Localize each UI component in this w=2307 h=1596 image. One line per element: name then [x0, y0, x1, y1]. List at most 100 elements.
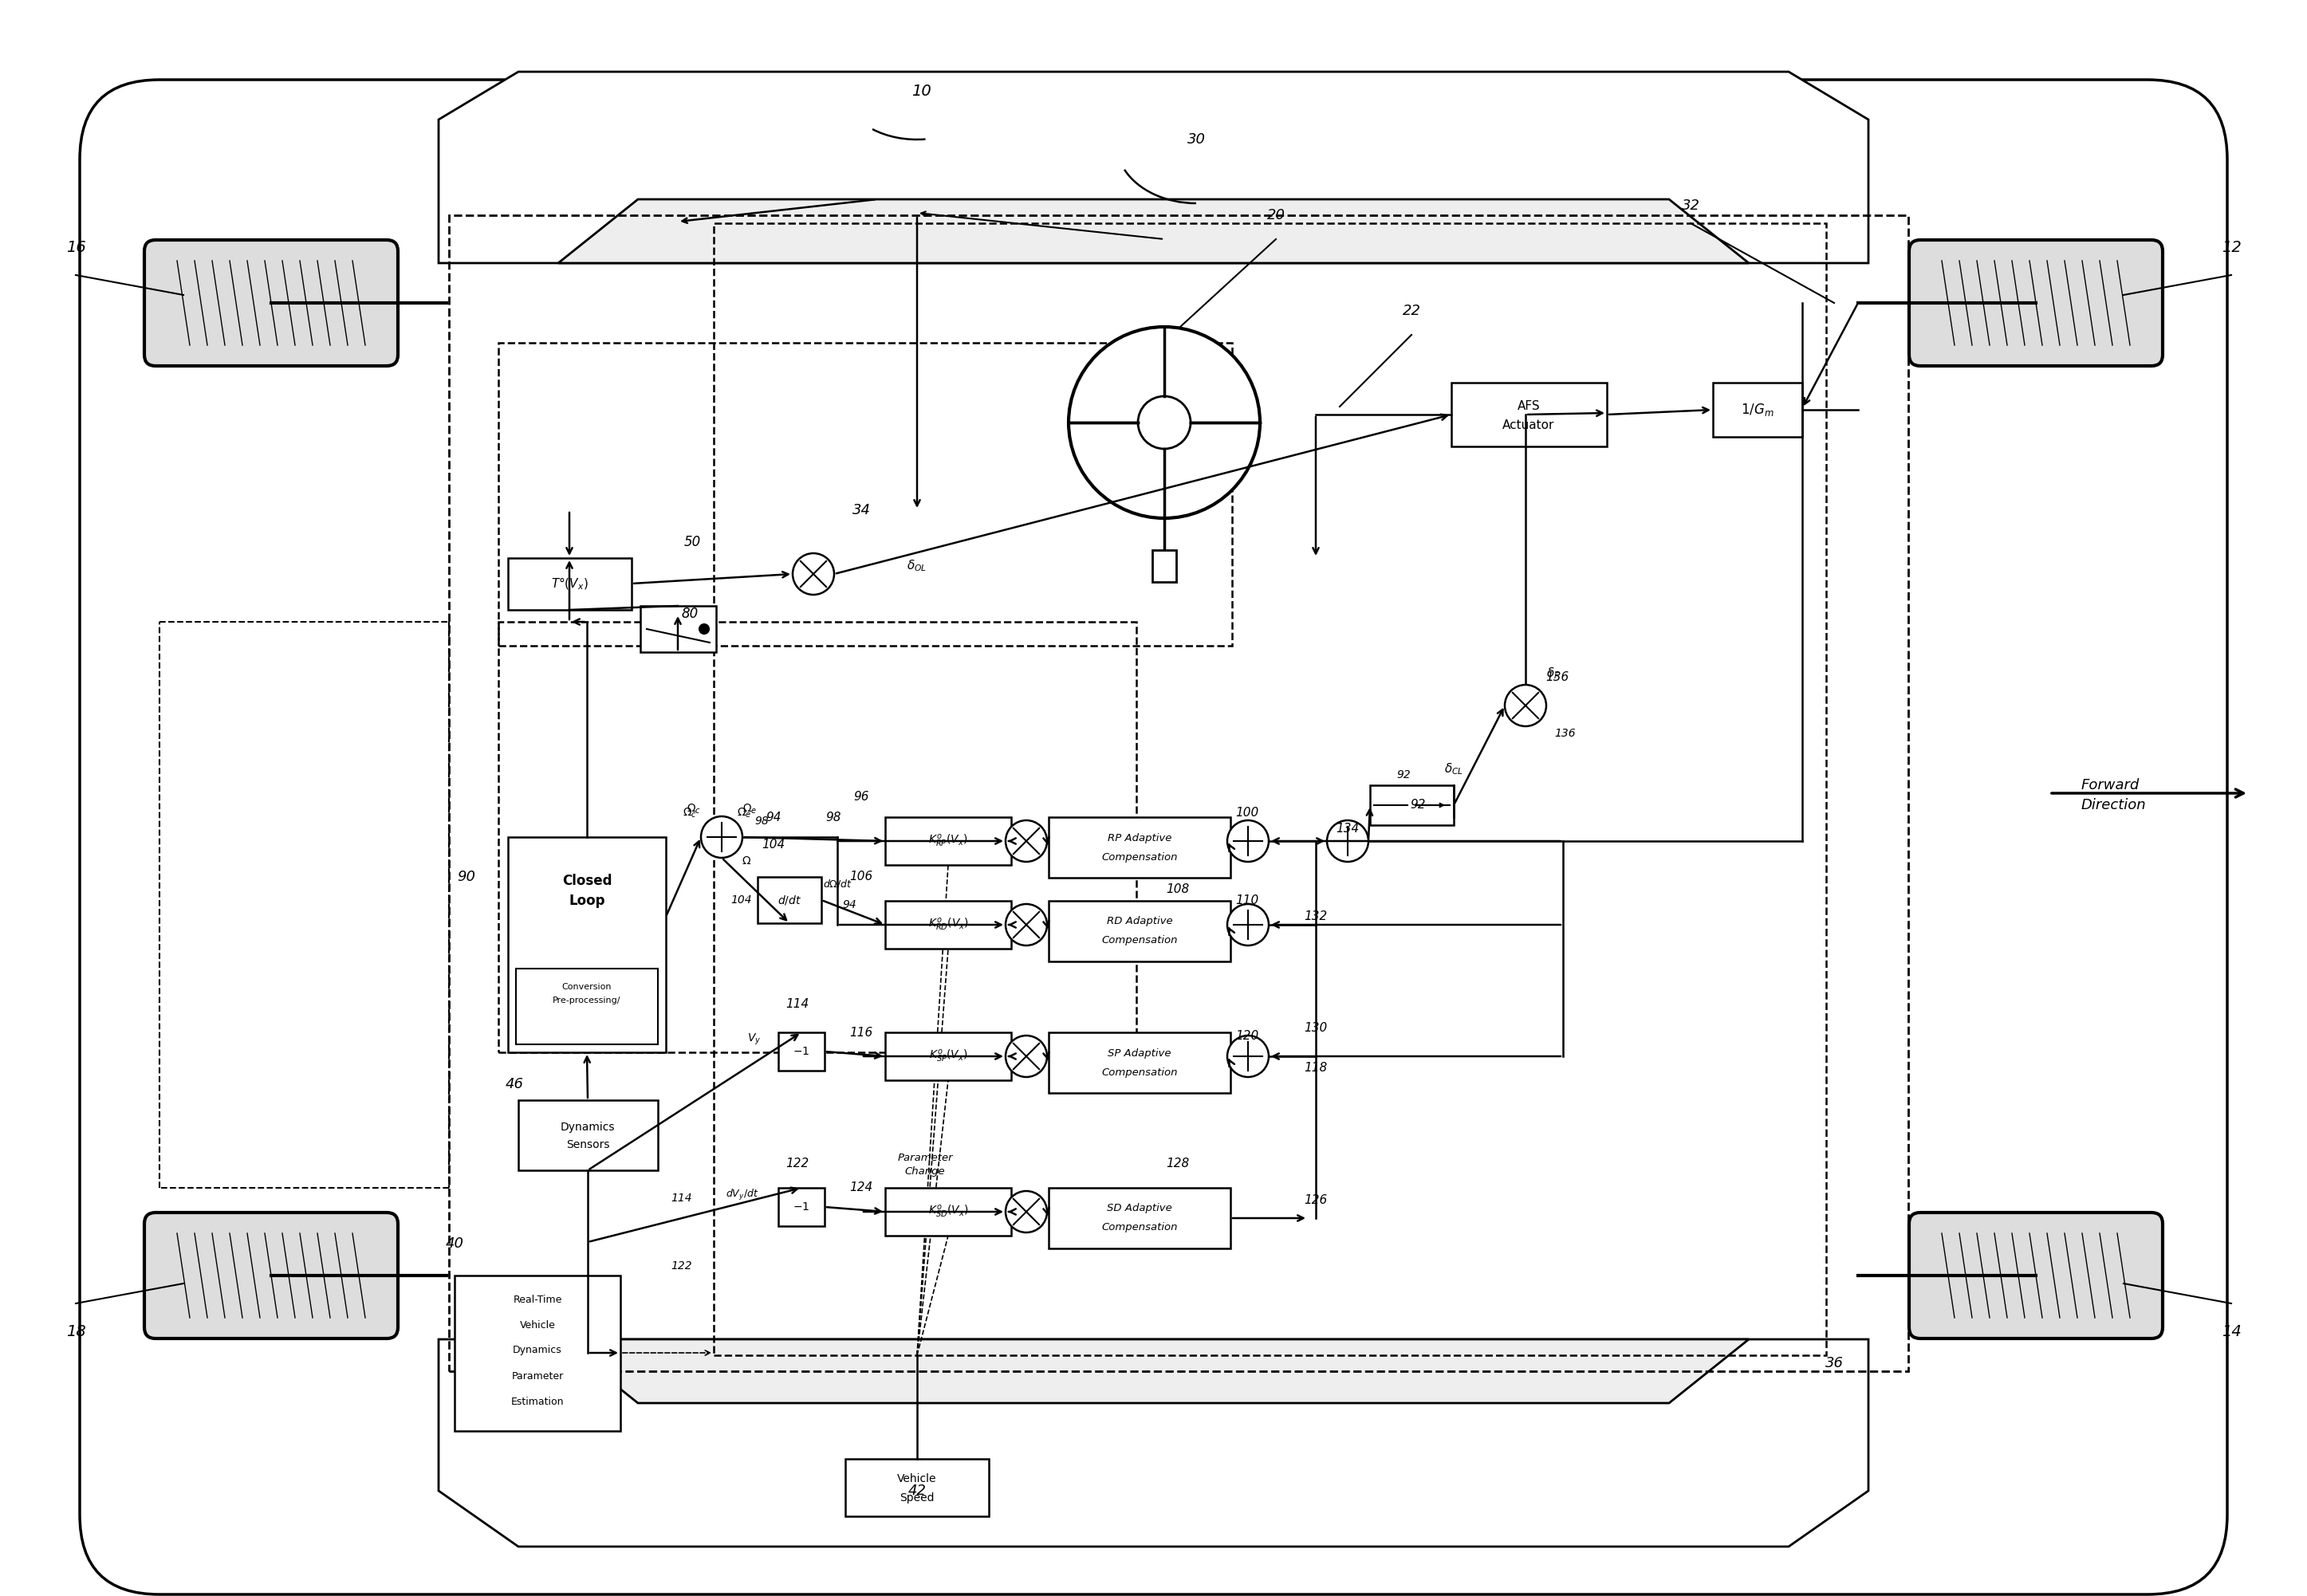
Text: $\delta_{OL}$: $\delta_{OL}$: [907, 559, 927, 573]
FancyBboxPatch shape: [145, 1213, 397, 1339]
Text: 132: 132: [1303, 911, 1327, 922]
Text: Dynamics: Dynamics: [512, 1345, 563, 1355]
Circle shape: [1227, 820, 1269, 862]
Circle shape: [1006, 1191, 1047, 1232]
Bar: [886, 1187, 1010, 1235]
Text: $T°(V_x)$: $T°(V_x)$: [551, 576, 588, 591]
Text: $K^o_{SP}(V_x)$: $K^o_{SP}(V_x)$: [930, 1049, 967, 1065]
Circle shape: [1227, 903, 1269, 945]
Text: Speed: Speed: [900, 1492, 934, 1503]
Bar: [498, 622, 1137, 1052]
Text: Direction: Direction: [2081, 798, 2146, 812]
Bar: [1050, 817, 1230, 878]
Text: 104: 104: [731, 894, 752, 905]
Text: $-1$: $-1$: [794, 1045, 810, 1057]
Text: 122: 122: [671, 1261, 692, 1272]
Text: $d\Omega/dt$: $d\Omega/dt$: [824, 878, 851, 891]
Text: Compensation: Compensation: [1100, 1068, 1177, 1077]
FancyBboxPatch shape: [1910, 1213, 2162, 1339]
Text: 30: 30: [1188, 132, 1204, 147]
Text: 122: 122: [787, 1159, 810, 1170]
Text: 136: 136: [1546, 672, 1569, 683]
Text: 108: 108: [1165, 883, 1190, 895]
FancyBboxPatch shape: [81, 80, 2226, 1594]
Text: 50: 50: [683, 535, 701, 549]
Text: RD Adaptive: RD Adaptive: [1107, 916, 1172, 927]
Text: Estimation: Estimation: [510, 1396, 563, 1406]
Text: Forward: Forward: [2081, 779, 2139, 793]
Circle shape: [1068, 327, 1260, 519]
Text: Parameter: Parameter: [897, 1152, 953, 1163]
Circle shape: [701, 816, 743, 857]
Polygon shape: [558, 1339, 1749, 1403]
Text: $\Omega_e$: $\Omega_e$: [743, 803, 757, 816]
Circle shape: [1327, 820, 1368, 862]
Bar: [886, 1033, 1010, 1080]
Text: Conversion: Conversion: [563, 983, 611, 991]
Bar: [1712, 383, 1802, 437]
Text: $V_y$: $V_y$: [747, 1033, 761, 1047]
Text: 14: 14: [2222, 1323, 2240, 1339]
Bar: [641, 606, 715, 653]
Text: 92: 92: [1396, 769, 1410, 780]
Circle shape: [699, 624, 708, 634]
Text: 100: 100: [1237, 808, 1260, 819]
Text: Dynamics: Dynamics: [561, 1122, 616, 1133]
Bar: [454, 1275, 621, 1432]
Text: 124: 124: [849, 1183, 872, 1194]
Text: 134: 134: [1336, 824, 1359, 835]
Text: RP Adaptive: RP Adaptive: [1107, 833, 1172, 843]
Text: 130: 130: [1303, 1023, 1327, 1034]
Text: 42: 42: [909, 1484, 925, 1499]
Text: $K^o_{RD}(V_x)$: $K^o_{RD}(V_x)$: [927, 916, 969, 932]
Text: AFS: AFS: [1518, 399, 1541, 412]
Text: SD Adaptive: SD Adaptive: [1107, 1203, 1172, 1213]
Text: Closed: Closed: [563, 873, 611, 887]
Text: 104: 104: [761, 839, 784, 851]
Text: $\Omega$: $\Omega$: [741, 855, 752, 867]
Text: 110: 110: [1237, 895, 1260, 907]
Text: 12: 12: [2222, 239, 2240, 255]
Text: $1/G_m$: $1/G_m$: [1742, 402, 1774, 418]
Bar: [517, 969, 657, 1044]
Text: Pre-processing/: Pre-processing/: [554, 996, 621, 1004]
Text: 20: 20: [1267, 207, 1285, 222]
Bar: [508, 836, 667, 1052]
FancyBboxPatch shape: [1910, 239, 2162, 365]
Text: 10: 10: [911, 85, 932, 99]
Text: SP Adaptive: SP Adaptive: [1107, 1049, 1172, 1058]
Text: 92: 92: [1410, 800, 1426, 811]
Text: 136: 136: [1555, 728, 1576, 739]
Text: 94: 94: [766, 811, 782, 824]
Bar: [508, 559, 632, 610]
Text: Compensation: Compensation: [1100, 852, 1177, 862]
Text: 96: 96: [854, 792, 870, 803]
Circle shape: [1504, 685, 1546, 726]
Circle shape: [1006, 903, 1047, 945]
Bar: [450, 215, 1908, 1371]
Text: Vehicle: Vehicle: [897, 1473, 937, 1484]
Text: 114: 114: [671, 1192, 692, 1203]
Bar: [1050, 1187, 1230, 1248]
Polygon shape: [558, 200, 1749, 263]
Text: $-1$: $-1$: [794, 1202, 810, 1213]
Text: Compensation: Compensation: [1100, 1223, 1177, 1232]
Text: 118: 118: [1303, 1063, 1327, 1074]
Text: $K^o_{RP}(V_x)$: $K^o_{RP}(V_x)$: [927, 833, 969, 849]
Circle shape: [794, 554, 835, 595]
Circle shape: [1006, 1036, 1047, 1077]
Text: $dV_y/dt$: $dV_y/dt$: [727, 1187, 759, 1202]
Bar: [1050, 900, 1230, 961]
Text: Compensation: Compensation: [1100, 935, 1177, 946]
Text: $\Omega_c$: $\Omega_c$: [683, 806, 697, 820]
Text: 18: 18: [67, 1323, 85, 1339]
Text: $d/dt$: $d/dt$: [777, 894, 801, 907]
Text: Parameter: Parameter: [512, 1371, 563, 1381]
Text: 90: 90: [457, 870, 475, 884]
Text: 80: 80: [681, 606, 699, 621]
Text: 98: 98: [826, 811, 842, 824]
Bar: [844, 1459, 990, 1516]
Text: Real-Time: Real-Time: [512, 1294, 563, 1304]
Polygon shape: [438, 72, 1869, 263]
Text: 46: 46: [505, 1077, 524, 1092]
